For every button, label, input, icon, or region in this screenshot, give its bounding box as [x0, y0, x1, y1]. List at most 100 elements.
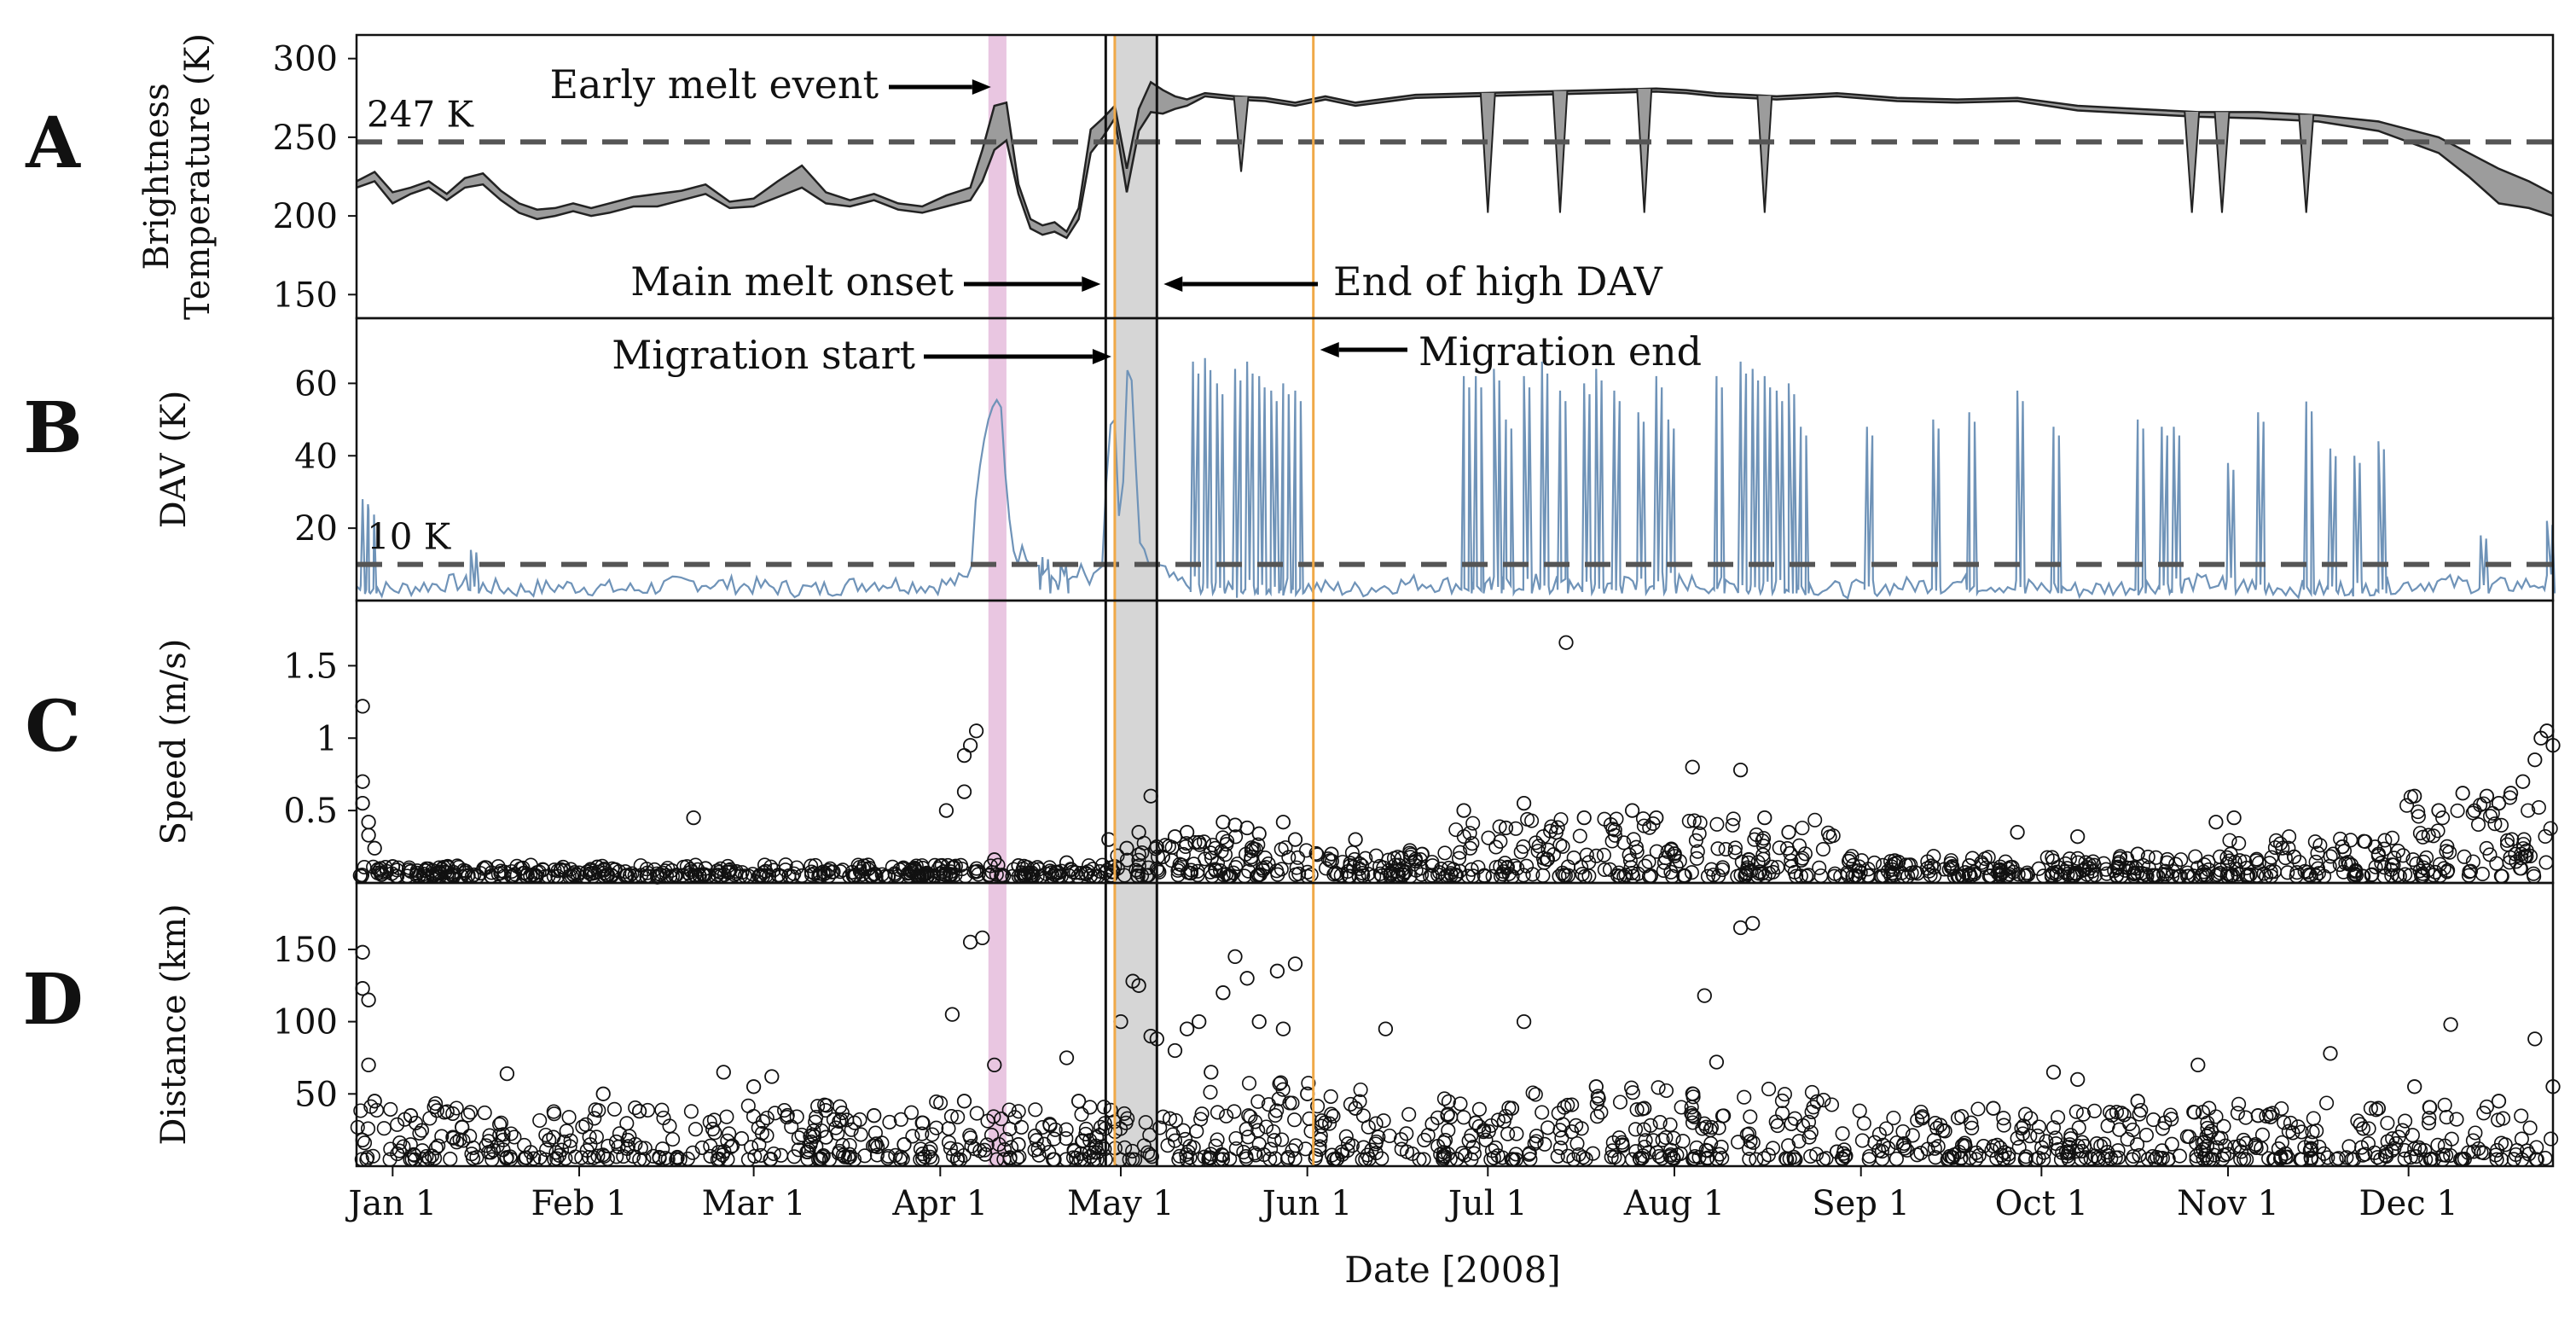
panel-d-point: [1686, 1109, 1702, 1124]
panel-d-point: [1241, 1076, 1257, 1091]
panel-d-point: [2476, 1106, 2492, 1121]
panel-c-point: [1605, 822, 1621, 837]
panel-d-point: [606, 1101, 622, 1117]
panel-d-point: [815, 1148, 831, 1164]
panel-d-point: [1804, 1084, 1819, 1100]
panel-d-point: [1637, 1139, 1652, 1155]
panel-c-point: [1248, 842, 1263, 857]
panel-c-point: [1815, 841, 1830, 857]
panel-d-point: [1604, 1143, 1620, 1158]
panel-d-point: [2379, 1149, 2394, 1164]
panel-d-point: [2283, 1115, 2298, 1130]
panel-c-point: [355, 699, 370, 714]
tb-dip: [1636, 89, 1653, 213]
panel-c-point: [2390, 868, 2405, 883]
panel-d-point: [987, 1057, 1002, 1073]
panel-d-point: [608, 1134, 624, 1149]
panel-d-point: [1011, 1136, 1026, 1153]
panel-c-point: [2140, 849, 2155, 865]
panel-c-point: [1492, 819, 1507, 834]
panel-d-point: [1239, 971, 1255, 986]
panel-d-point: [383, 1101, 398, 1117]
panel-d-point: [914, 1115, 930, 1130]
panel-d-point: [1655, 1132, 1670, 1147]
panel-d-point: [1816, 1093, 1831, 1108]
panel-c-point: [2474, 866, 2490, 882]
panel-d-point: [1041, 1145, 1057, 1160]
panel-d-point: [1215, 985, 1231, 1001]
panel-d-point: [1208, 1138, 1223, 1153]
panel-c-point: [2531, 799, 2546, 816]
panel-d-point: [1401, 1106, 1417, 1122]
panel-c-point: [1649, 810, 1664, 826]
panel-c-point: [446, 867, 461, 882]
panel-d-point: [1777, 1087, 1792, 1102]
panel-c-point: [1372, 858, 1388, 874]
panel-d-point: [1310, 1099, 1326, 1114]
panel-d-point: [443, 1152, 458, 1167]
panel-d-point: [463, 1105, 479, 1120]
panel-d-point: [923, 1149, 938, 1164]
panel-c-point: [2504, 832, 2520, 847]
panel-d-point: [1624, 1080, 1639, 1095]
panel-d-point: [1181, 1144, 1196, 1159]
panel-c-point: [1042, 863, 1058, 879]
panel-d-point: [1471, 1118, 1487, 1134]
panel-d-point: [1957, 1137, 1972, 1153]
panel-d-point: [746, 1079, 762, 1094]
panel-d-point: [2339, 1150, 2354, 1165]
panel-c-point: [1230, 856, 1245, 872]
panel-d-point: [369, 1102, 385, 1118]
panel-d-point: [2227, 1140, 2242, 1155]
panel-c-point: [2512, 861, 2528, 876]
panel-d-point: [1192, 1013, 1207, 1030]
panel-d-point: [1266, 1123, 1281, 1140]
panel-d-point: [1288, 1138, 1303, 1153]
panel-d-point: [2051, 1110, 2066, 1125]
panel-c-point: [2407, 788, 2422, 804]
panel-d-point: [469, 1150, 484, 1165]
panel-d-point: [1201, 1150, 1216, 1165]
panel-c-point: [1443, 868, 1459, 883]
dav-line: [356, 357, 2556, 600]
panel-c-point: [2335, 864, 2351, 880]
panel-c-point: [684, 864, 699, 880]
panel-c-ytick-label: 0.5: [283, 792, 338, 831]
panel-c-point: [2411, 804, 2426, 820]
panel-d-point: [1964, 1120, 1980, 1135]
panel-c-point: [1516, 795, 1532, 811]
panel-d-point: [408, 1115, 423, 1130]
panel-d-point: [655, 1141, 670, 1157]
panel-d-point: [2202, 1100, 2217, 1116]
panel-d-point: [656, 1110, 671, 1126]
panel-c-point: [956, 747, 972, 764]
panel-d-point: [2015, 1126, 2031, 1141]
panel-d-point: [893, 1112, 908, 1127]
panel-d-point: [2058, 1144, 2074, 1159]
panel-c-point: [1686, 813, 1702, 828]
panel-c-point: [2239, 860, 2254, 876]
panel-c-point: [1257, 850, 1273, 866]
panel-c-point: [1219, 867, 1234, 882]
panel-d-point: [2218, 1138, 2233, 1153]
panel-c-point: [1885, 865, 1900, 880]
panel-d-point: [1703, 1120, 1720, 1135]
panel-b-ytick-label: 60: [294, 364, 338, 404]
panel-c-point: [2237, 854, 2253, 869]
panel-d-point: [2031, 1119, 2047, 1135]
panel-d-point: [1804, 1104, 1819, 1119]
panel-d-point: [2403, 1150, 2418, 1165]
panel-c-point: [2134, 865, 2150, 881]
panel-d-point: [2271, 1141, 2286, 1157]
panel-c-point: [2476, 796, 2492, 811]
panel-d-point: [1144, 1149, 1159, 1164]
panel-c-point: [1618, 868, 1633, 883]
panel-d-point: [2114, 1106, 2129, 1121]
annotation-migration-start-arrow-head: [1092, 349, 1111, 364]
panel-c-point: [1281, 850, 1297, 865]
panel-c-point: [2039, 850, 2055, 865]
panel-d-point: [1627, 1122, 1644, 1137]
panel-d-point: [1989, 1137, 2005, 1153]
panel-c-point: [2264, 850, 2279, 865]
panel-d-point: [905, 1129, 920, 1144]
